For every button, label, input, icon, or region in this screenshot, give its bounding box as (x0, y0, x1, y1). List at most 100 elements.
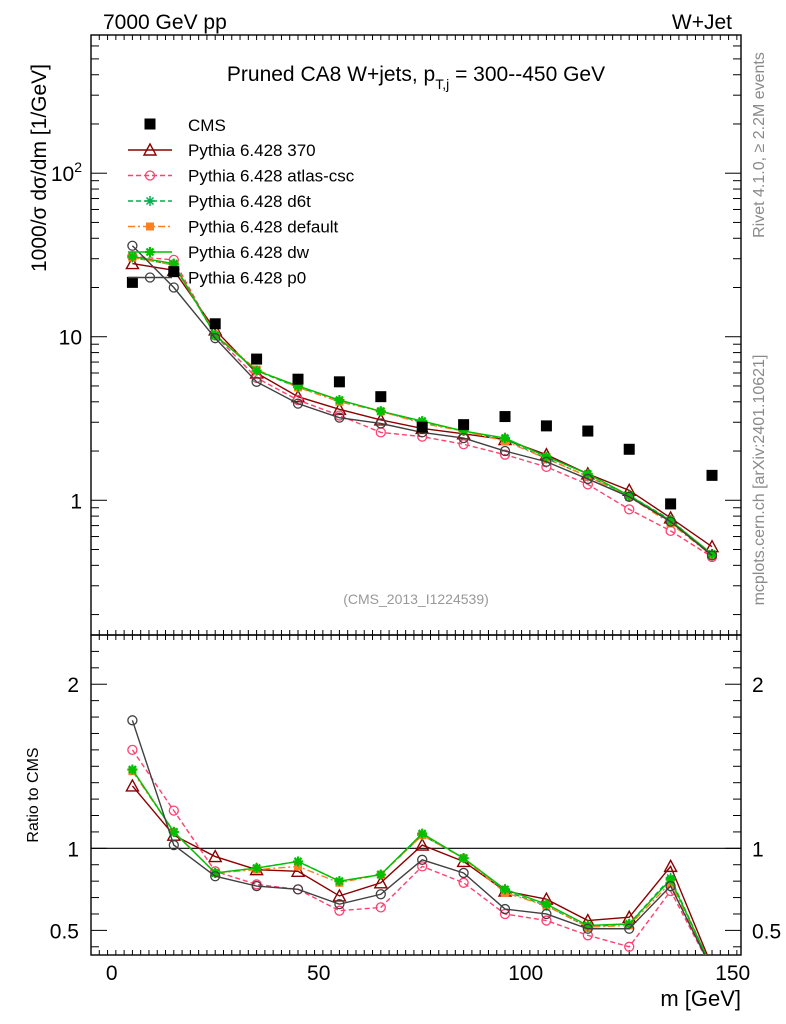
legend-label: Pythia 6.428 d6t (188, 192, 311, 211)
data-point (706, 469, 718, 481)
rivet-version-label: Rivet 4.1.0, ≥ 2.2M events (751, 52, 768, 238)
x-tick-label: 100 (508, 962, 543, 985)
ratio-point (541, 915, 552, 926)
data-point (665, 498, 677, 510)
series-point (706, 550, 718, 561)
data-point (375, 391, 387, 403)
legend-label: Pythia 6.428 p0 (188, 269, 306, 288)
ratio-point (334, 898, 345, 910)
series-point (292, 398, 304, 409)
main-ticks: 1 10 102 (51, 34, 741, 635)
series-point (665, 516, 676, 527)
legend-marker (145, 196, 155, 206)
data-point (168, 266, 180, 278)
ratio-point (127, 764, 138, 775)
series-point (375, 406, 386, 417)
ratio-line (131, 720, 706, 955)
series-point (251, 365, 262, 376)
series-point (500, 433, 511, 444)
title-sub: T,j (435, 76, 449, 92)
data-point (209, 318, 221, 330)
data-point (333, 376, 345, 388)
legend-marker (146, 222, 154, 231)
series-point (582, 473, 593, 485)
ratio-point (458, 867, 469, 879)
ratio-point (582, 923, 593, 934)
ratio-point (334, 905, 345, 916)
series-point (334, 395, 345, 406)
title-rest: = 300--450 GeV (449, 63, 605, 86)
data-point (540, 420, 552, 432)
series-point (458, 426, 469, 437)
ratio-point (251, 880, 262, 892)
ratio-point (375, 902, 386, 913)
ratio-point (168, 805, 179, 816)
ratio-point (375, 889, 386, 900)
ratio-point (292, 884, 304, 895)
ratio-point (417, 854, 428, 865)
energy-label: 7000 GeV pp (103, 11, 227, 34)
ratio-point (541, 908, 552, 920)
ratio-point (125, 778, 140, 792)
series-point (458, 432, 469, 444)
ratio-point (334, 876, 345, 887)
ratio-series (127, 744, 706, 955)
title-main: Pruned CA8 W+jets, p (227, 63, 435, 86)
chart-title: Pruned CA8 W+jets, pT,j = 300--450 GeV (227, 63, 605, 92)
data-point (458, 419, 470, 431)
series-point (541, 451, 552, 462)
x-tick-label: 50 (307, 962, 330, 985)
series-point (665, 515, 676, 526)
ratio-point (541, 899, 552, 910)
series-point (293, 380, 304, 391)
ratio-tick-label-right: 0.5 (752, 920, 781, 943)
ratio-point (500, 884, 511, 895)
ratio-point (417, 828, 428, 839)
series-line (132, 262, 713, 548)
ratio-point (665, 874, 676, 885)
legend-label: Pythia 6.428 dw (188, 243, 310, 262)
ratio-line (131, 749, 706, 955)
ratio-point (127, 744, 138, 756)
series-point (127, 251, 138, 262)
data-point (126, 276, 138, 288)
ratio-point (417, 861, 428, 872)
legend-marker (144, 118, 156, 130)
ratio-point (208, 849, 223, 863)
legend-label: Pythia 6.428 default (188, 218, 339, 237)
data-point (292, 373, 304, 385)
ratio-point (210, 867, 221, 878)
x-axis-label: m [GeV] (660, 986, 741, 1011)
y-tick-label: 102 (51, 159, 82, 186)
series-point (210, 330, 221, 341)
series-point (499, 445, 511, 457)
series-point (168, 258, 179, 269)
ratio-point (168, 826, 179, 837)
analysis-watermark: (CMS_2013_I1224539) (343, 591, 489, 607)
series-point (251, 376, 262, 387)
data-point (582, 425, 594, 437)
ratio-point (665, 880, 676, 892)
legend-label: Pythia 6.428 atlas-csc (188, 167, 355, 186)
legend-label: CMS (188, 116, 226, 135)
ratio-point (127, 715, 138, 726)
ratio-frame (90, 634, 742, 956)
series-point (624, 504, 635, 515)
data-point (251, 353, 263, 365)
ratio-point (415, 837, 430, 851)
series-point (541, 456, 552, 467)
ratio-point (332, 888, 347, 902)
series-point (168, 282, 179, 293)
ratio-series-group (125, 715, 709, 955)
ratio-point (458, 877, 469, 888)
ratio-point (251, 863, 262, 874)
legend-label: Pythia 6.428 370 (188, 141, 316, 160)
ratio-point (290, 863, 306, 878)
series-point (332, 401, 347, 415)
ratio-tick-label-right: 1 (752, 838, 764, 861)
ratio-point (624, 941, 635, 952)
data-point (499, 411, 511, 423)
y-axis-label: 1000/σ dσ/dm [1/GeV] (28, 64, 51, 272)
ratio-point (210, 871, 221, 882)
